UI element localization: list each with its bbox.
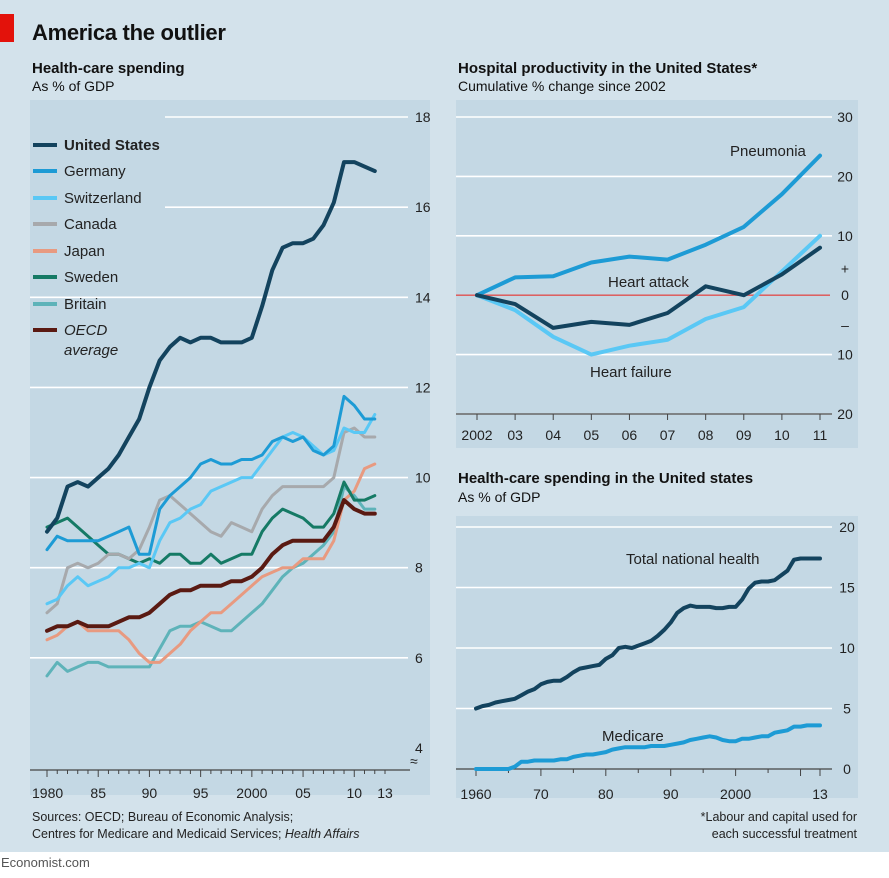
us-spending-y-tick: 5 xyxy=(843,701,851,717)
us-spending-x-tick-label: 2000 xyxy=(720,786,751,802)
spending-x-tick-label: 13 xyxy=(377,785,393,801)
spending-y-tick: 16 xyxy=(415,199,431,215)
main-title: America the outlier xyxy=(32,20,226,45)
productivity-chart-title: Hospital productivity in the United Stat… xyxy=(458,60,758,77)
source-line-2: Centres for Medicare and Medicaid Servic… xyxy=(32,827,359,841)
spending-y-tick: 18 xyxy=(415,109,431,125)
annotation-heart-failure: Heart failure xyxy=(590,364,672,381)
productivity-x-tick-label: 09 xyxy=(736,427,752,443)
annotation-heart-attack: Heart attack xyxy=(608,274,689,291)
series-line-germany xyxy=(45,394,377,556)
legend-label-oecd: average xyxy=(64,342,118,359)
productivity-y-tick: 10 xyxy=(837,228,853,244)
productivity-x-tick-label: 11 xyxy=(813,427,828,443)
spending-y-tick: 12 xyxy=(415,379,431,395)
series-line-japan xyxy=(45,462,377,664)
legend-label-switzerland: Switzerland xyxy=(64,190,142,207)
spending-x-tick-label: 95 xyxy=(193,785,209,801)
productivity-y-tick: 20 xyxy=(837,406,853,422)
spending-y-tick: 10 xyxy=(415,470,431,486)
spending-chart-title: Health-care spending xyxy=(32,60,185,77)
us-spending-x-tick-label: 80 xyxy=(598,786,614,802)
us-spending-y-tick: 0 xyxy=(843,761,851,777)
productivity-y-tick: 10 xyxy=(837,347,853,363)
us-spending-chart-subtitle: As % of GDP xyxy=(458,489,541,505)
us-spending-y-tick: 15 xyxy=(839,580,855,596)
us-spending-chart-title: Health-care spending in the United state… xyxy=(458,470,754,487)
spending-x-tick-label: 05 xyxy=(295,785,311,801)
spending-x-tick-label: 10 xyxy=(346,785,362,801)
series-line-united-states xyxy=(45,160,377,534)
footer-brand: Economist.com xyxy=(1,855,90,870)
productivity-x-tick-label: 05 xyxy=(584,427,600,443)
us-spending-y-tick: 20 xyxy=(839,519,855,535)
axis-break-mark: ≈ xyxy=(410,753,418,769)
series-line-canada xyxy=(45,426,377,615)
series-line-heart-failure xyxy=(475,233,822,357)
productivity-y-tick: 0 xyxy=(841,287,849,303)
us-spending-y-tick: 10 xyxy=(839,640,855,656)
spending-x-tick-label: 2000 xyxy=(236,785,267,801)
productivity-y-tick: 20 xyxy=(837,168,853,184)
productivity-x-tick-label: 04 xyxy=(545,427,561,443)
brand-tab xyxy=(0,14,14,42)
series-line-britain xyxy=(45,485,377,678)
annotation-total-national-health: Total national health xyxy=(626,551,759,568)
annotation-pneumonia: Pneumonia xyxy=(730,143,807,160)
plus-sign: + xyxy=(841,260,849,276)
legend-label-sweden: Sweden xyxy=(64,269,118,286)
spending-x-tick-label: 90 xyxy=(142,785,158,801)
source-line-1: Sources: OECD; Bureau of Economic Analys… xyxy=(32,810,294,824)
legend-label-oecd: OECD xyxy=(64,322,108,339)
productivity-x-tick-label: 03 xyxy=(507,427,523,443)
legend-label-japan: Japan xyxy=(64,243,105,260)
productivity-chart-subtitle: Cumulative % change since 2002 xyxy=(458,78,666,94)
us-spending-x-tick-label: 90 xyxy=(663,786,679,802)
spending-x-tick-label: 85 xyxy=(90,785,106,801)
minus-sign: – xyxy=(841,317,849,333)
annotation-medicare: Medicare xyxy=(602,728,664,745)
footnote-line-2: each successful treatment xyxy=(711,827,857,841)
legend-label-united-states: United States xyxy=(64,137,160,154)
spending-y-tick: 4 xyxy=(415,740,423,756)
spending-y-tick: 8 xyxy=(415,560,423,576)
footnote-line-1: *Labour and capital used for xyxy=(700,810,857,824)
productivity-x-tick-label: 06 xyxy=(622,427,638,443)
spending-y-tick: 14 xyxy=(415,289,431,305)
legend-label-britain: Britain xyxy=(64,296,107,313)
series-line-medicare xyxy=(474,723,822,771)
source-line-2-text: Centres for Medicare and Medicaid Servic… xyxy=(32,827,282,841)
series-line-pneumonia xyxy=(475,153,822,298)
source-line-2-italic: Health Affairs xyxy=(284,827,360,841)
productivity-x-tick-label: 10 xyxy=(774,427,790,443)
series-line-sweden xyxy=(45,480,377,565)
productivity-x-tick-label: 2002 xyxy=(461,427,492,443)
productivity-panel xyxy=(456,100,858,448)
series-line-heart-attack xyxy=(475,245,822,330)
us-spending-x-tick-label: 1960 xyxy=(460,786,491,802)
spending-y-tick: 6 xyxy=(415,650,423,666)
productivity-x-tick-label: 08 xyxy=(698,427,714,443)
series-line-switzerland xyxy=(45,413,377,606)
footer-bar: Economist.com xyxy=(0,852,889,878)
legend-label-canada: Canada xyxy=(64,216,117,233)
productivity-x-tick-label: 07 xyxy=(660,427,676,443)
spending-chart-subtitle: As % of GDP xyxy=(32,78,115,94)
us-spending-x-tick-label: 70 xyxy=(533,786,549,802)
spending-panel xyxy=(30,100,430,795)
legend-label-germany: Germany xyxy=(64,163,126,180)
productivity-y-tick: 30 xyxy=(837,109,853,125)
spending-x-tick-label: 1980 xyxy=(32,785,63,801)
series-line-oecd xyxy=(45,498,377,633)
series-line-total-national-health xyxy=(474,556,822,711)
us-spending-x-tick-label: 13 xyxy=(812,786,828,802)
